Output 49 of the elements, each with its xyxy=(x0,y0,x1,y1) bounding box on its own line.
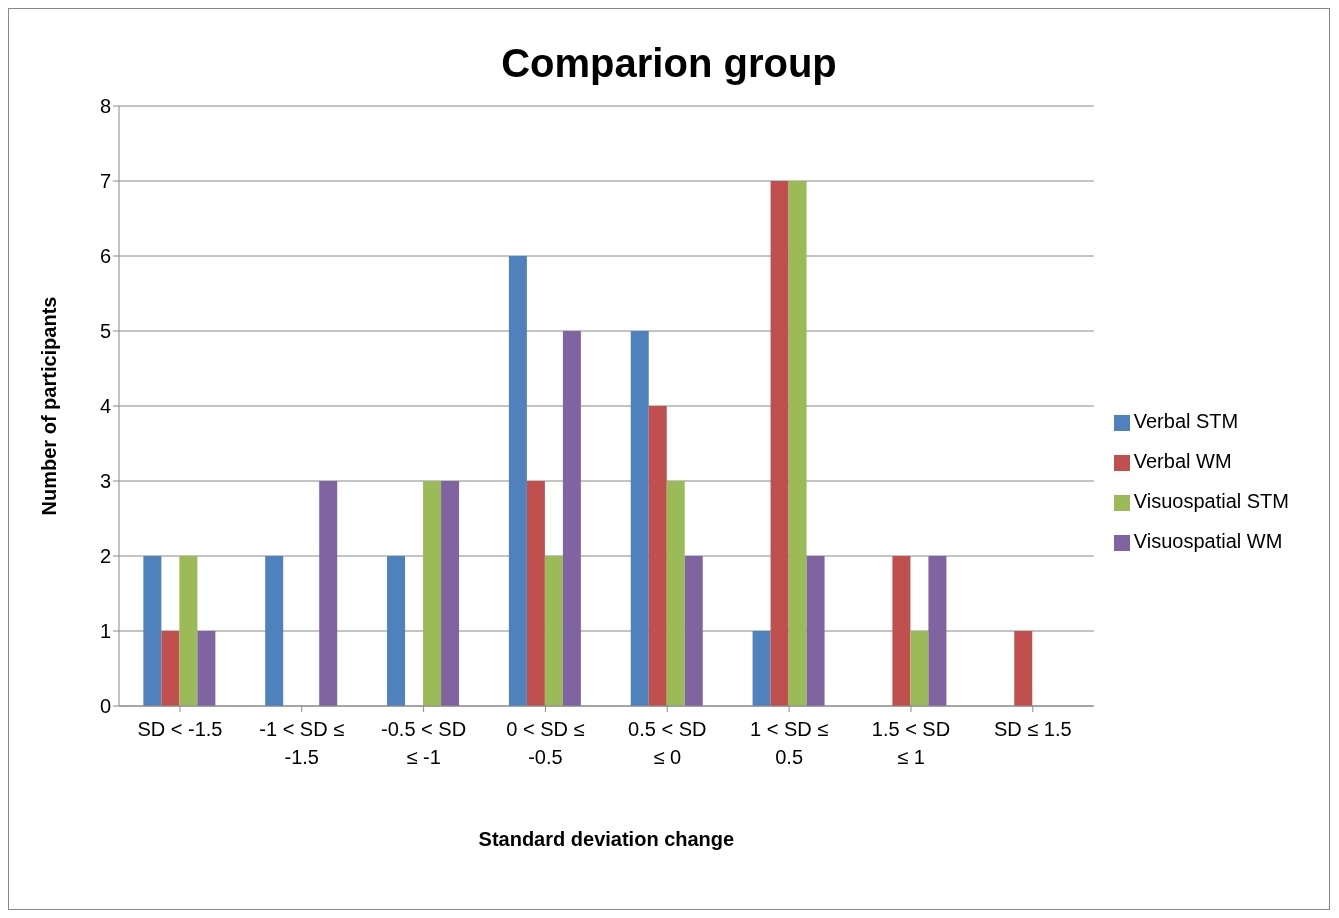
x-tick-label: 1.5 < SD ≤ 1 xyxy=(871,718,951,768)
bar xyxy=(179,556,198,706)
bar xyxy=(143,556,162,706)
bar xyxy=(1014,631,1033,706)
x-tick-label: -1 < SD ≤ -1.5 xyxy=(259,718,345,768)
bar xyxy=(387,556,406,706)
bar xyxy=(684,556,703,706)
bar xyxy=(441,481,460,706)
bar xyxy=(562,331,581,706)
y-axis-title: Number of participants xyxy=(38,296,61,516)
bar xyxy=(161,631,180,706)
y-tick-label: 0 xyxy=(99,695,111,718)
bar xyxy=(666,481,685,706)
legend-label: Visuospatial WM xyxy=(1133,530,1283,552)
chart-title: Comparion group xyxy=(500,41,838,86)
x-tick-label: 0.5 < SD ≤ 0 xyxy=(628,718,707,768)
x-tick-label: 1 < SD ≤ 0.5 xyxy=(750,718,829,768)
y-tick-label: 2 xyxy=(99,545,111,568)
bar xyxy=(319,481,338,706)
bar xyxy=(508,256,527,706)
y-tick-label: 3 xyxy=(99,470,111,493)
x-tick-label: -0.5 < SD ≤ -1 xyxy=(381,718,467,768)
bar xyxy=(806,556,825,706)
bar xyxy=(648,406,667,706)
y-tick-label: 5 xyxy=(99,320,111,343)
bar xyxy=(770,181,789,706)
y-tick-label: 8 xyxy=(99,95,111,118)
bar xyxy=(752,631,771,706)
y-tick-label: 6 xyxy=(99,245,111,268)
bar xyxy=(928,556,947,706)
y-tick-label: 7 xyxy=(99,170,111,193)
x-tick-label: 0 < SD ≤ -0.5 xyxy=(506,718,585,768)
bar xyxy=(788,181,807,706)
bar xyxy=(630,331,649,706)
bar xyxy=(526,481,545,706)
bar xyxy=(265,556,284,706)
bar xyxy=(197,631,216,706)
y-tick-label: 4 xyxy=(99,395,111,418)
bar xyxy=(423,481,442,706)
x-tick-label: SD ≤ 1.5 xyxy=(993,718,1072,740)
y-tick-label: 1 xyxy=(99,620,111,643)
bar xyxy=(910,631,929,706)
bar xyxy=(544,556,563,706)
x-tick-label: SD < -1.5 xyxy=(137,718,223,740)
x-axis-title: Standard deviation change xyxy=(478,828,735,850)
legend-label: Visuospatial STM xyxy=(1133,490,1289,512)
legend-label: Verbal STM xyxy=(1133,410,1239,432)
bar xyxy=(892,556,911,706)
legend-label: Verbal WM xyxy=(1133,450,1232,472)
